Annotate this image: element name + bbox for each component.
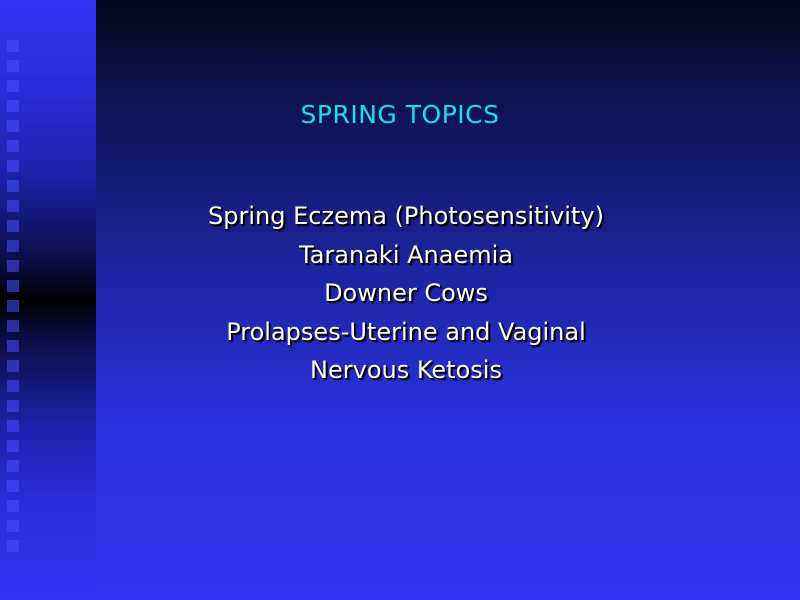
- topic-item: Downer Cows: [324, 279, 488, 307]
- topic-item: Spring Eczema (Photosensitivity): [208, 202, 604, 230]
- topic-item: Nervous Ketosis: [310, 356, 502, 384]
- slide-title: SPRING TOPICS: [300, 100, 500, 129]
- topic-list: Spring Eczema (Photosensitivity) Taranak…: [96, 197, 716, 390]
- topic-item: Prolapses-Uterine and Vaginal: [226, 317, 586, 346]
- decorative-side-band: [0, 0, 96, 600]
- decorative-square-pattern: [0, 40, 24, 560]
- topic-item: Taranaki Anaemia: [299, 240, 513, 269]
